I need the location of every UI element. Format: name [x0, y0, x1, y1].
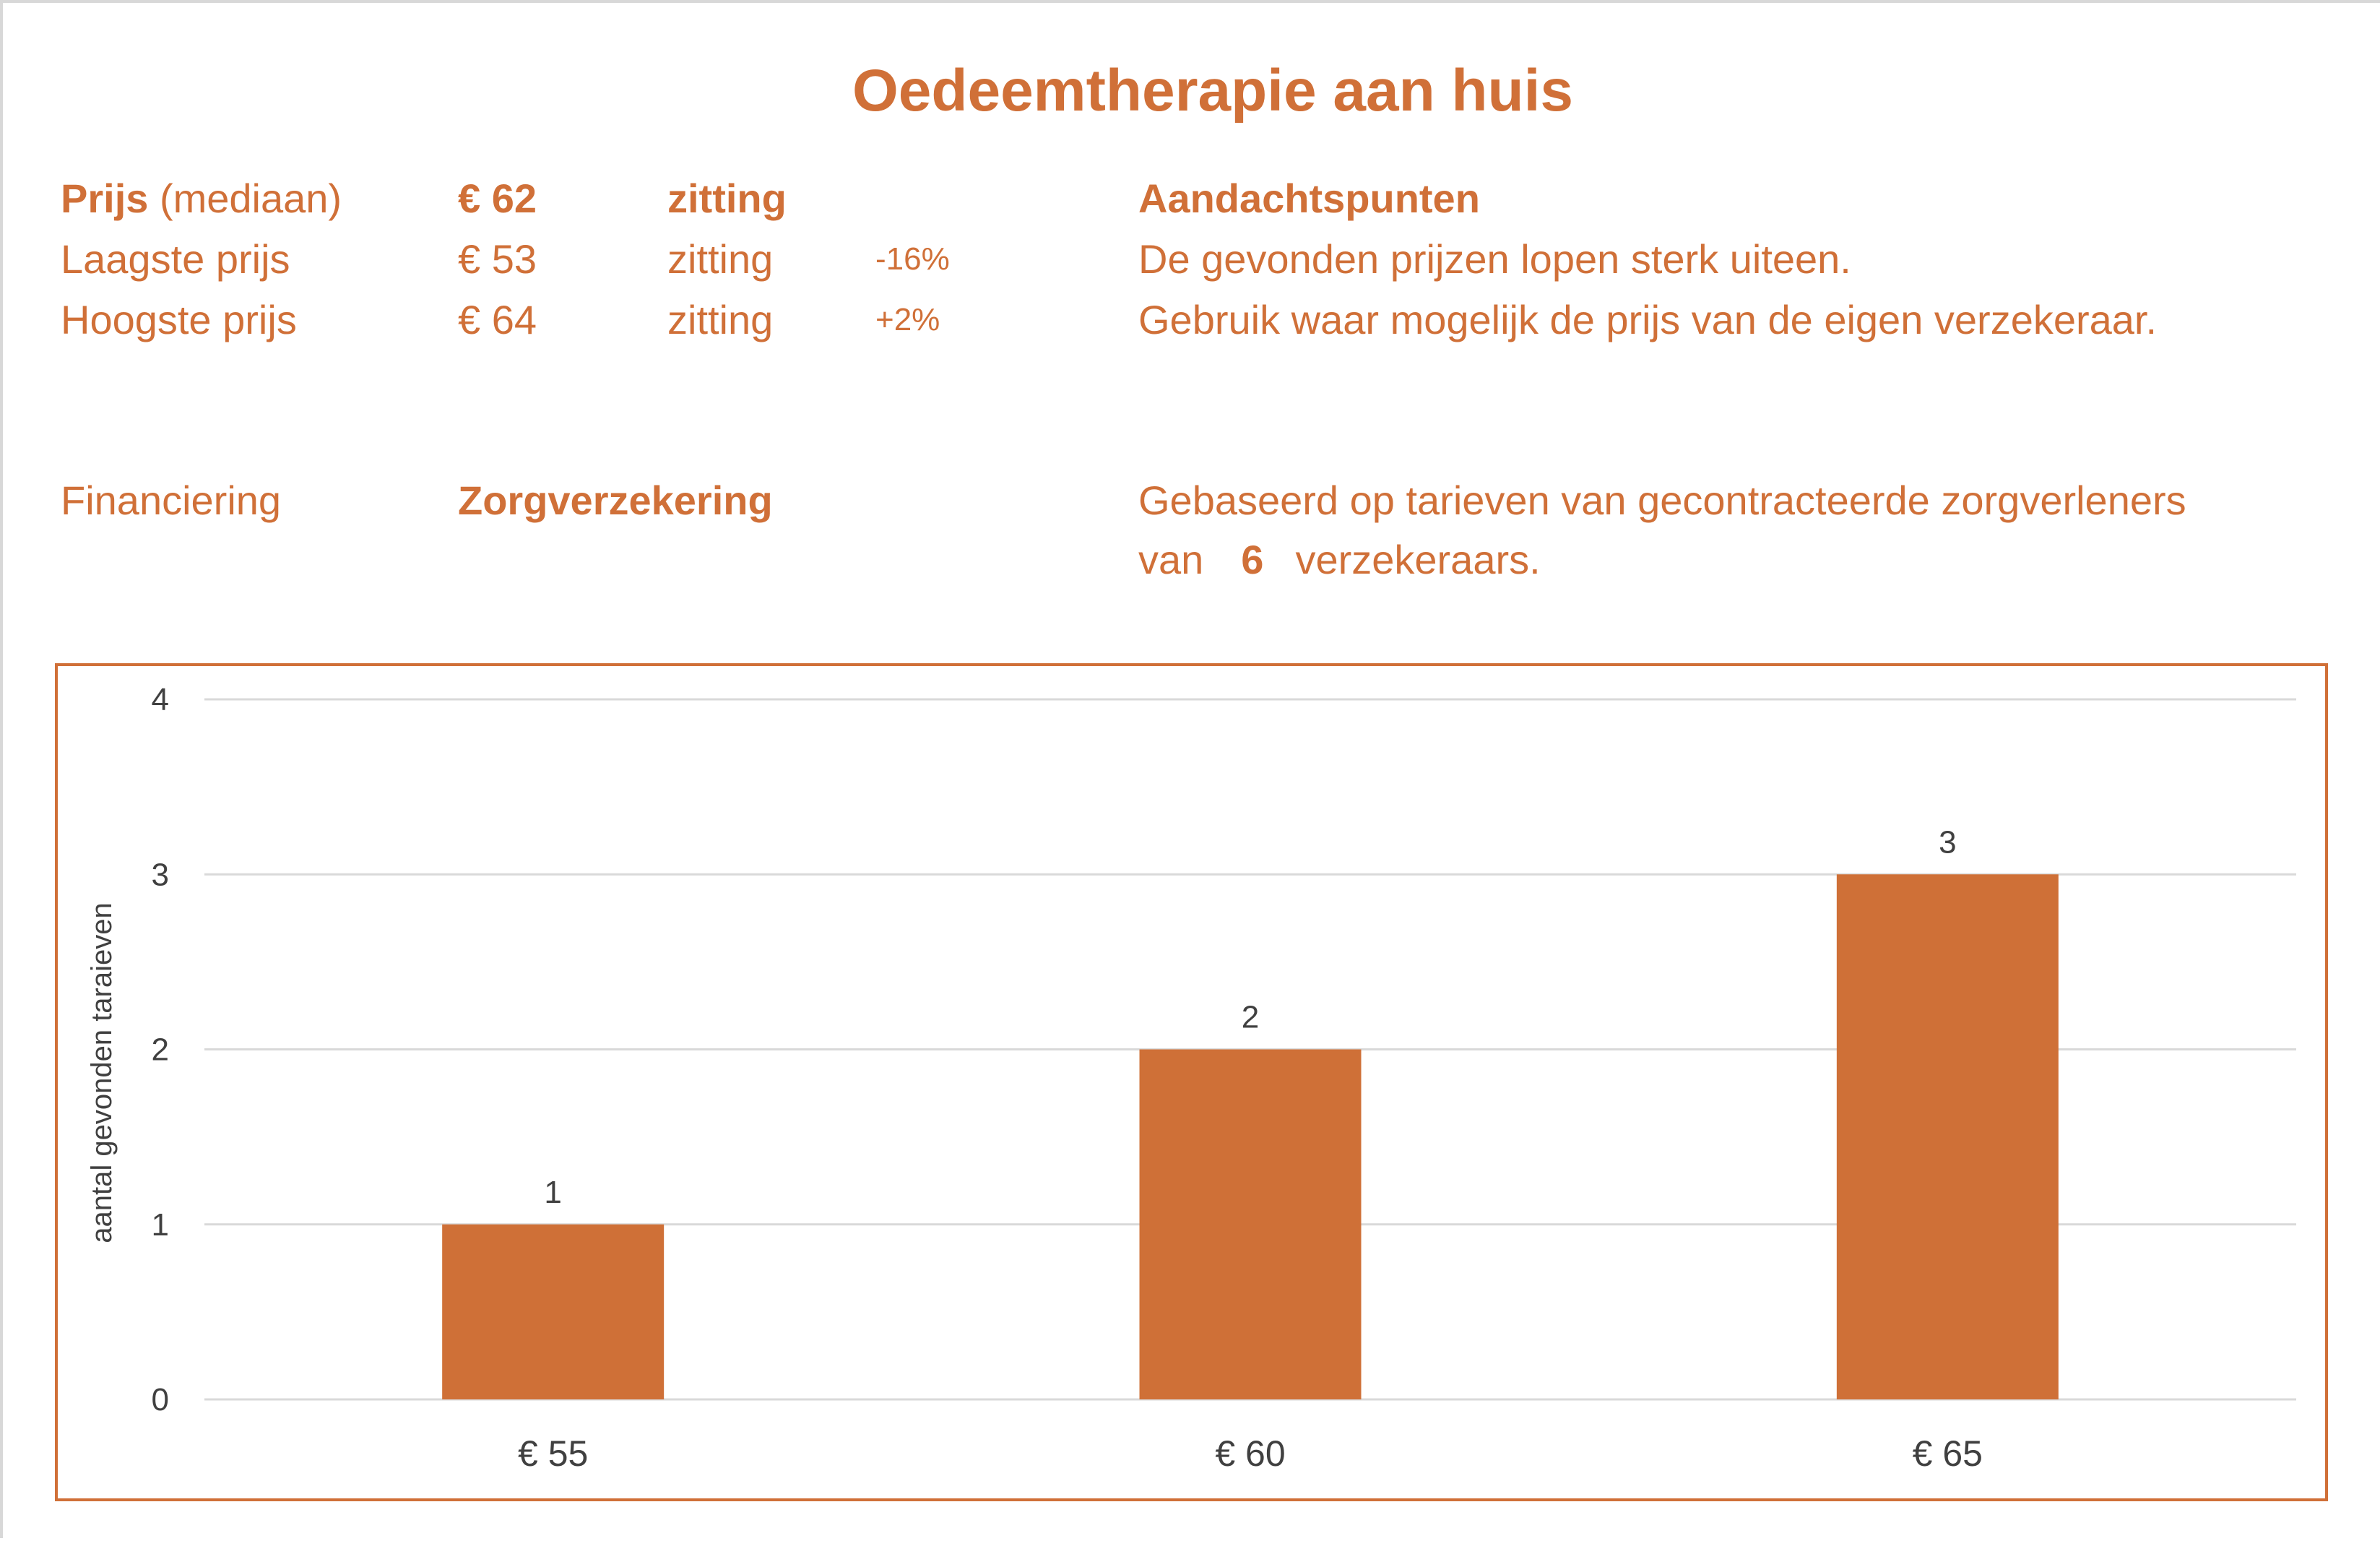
median-label-bold: Prijs [61, 176, 149, 221]
y-tick-label: 1 [152, 1207, 169, 1243]
data-label: 3 [1939, 824, 1956, 860]
basis-van: van [1138, 537, 1204, 582]
notes-heading: Aandachtspunten [1138, 176, 1480, 221]
data-label: 1 [544, 1175, 561, 1210]
notes-line-1: De gevonden prijzen lopen sterk uiteen. [1138, 236, 1851, 282]
insurer-count: 6 [1241, 537, 1264, 582]
data-label: 2 [1242, 1000, 1259, 1035]
financing-basis-2: van 6 verzekeraars. [1138, 540, 1541, 580]
notes-line-2: Gebruik waar mogelijk de prijs van de ei… [1138, 297, 2158, 342]
financing-value: Zorgverzekering [458, 478, 773, 523]
x-tick-label: € 60 [1215, 1433, 1285, 1474]
highest-label: Hoogste prijs [61, 297, 297, 342]
y-tick-label: 4 [152, 682, 169, 717]
y-axis-label: aantal gevonden taraieven [86, 902, 118, 1243]
median-label: Prijs (mediaan) [61, 178, 342, 219]
median-unit: zitting [667, 176, 787, 221]
bar-chart: 0 1 2 3 4 1 € 55 2 € 60 3 € 65 aantal gevonden ta… [55, 663, 2328, 1501]
bar [442, 1224, 665, 1399]
highest-value: € 64 [458, 297, 537, 342]
x-tick-label: € 55 [518, 1433, 588, 1474]
chart-frame [55, 663, 2328, 1501]
bar [1139, 1049, 1362, 1399]
y-tick-label: 3 [152, 857, 169, 892]
highest-unit: zitting [667, 297, 774, 342]
financing-label: Financiering [61, 478, 282, 523]
x-tick-label: € 65 [1913, 1433, 1983, 1474]
financing-basis: Gebaseerd op tarieven van gecontracteerd… [1138, 478, 2186, 523]
basis-end: verzekeraars. [1295, 537, 1541, 582]
y-tick-label: 0 [152, 1382, 169, 1417]
median-value: € 62 [458, 176, 537, 221]
highest-diff: +2% [875, 302, 940, 337]
lowest-value: € 53 [458, 236, 537, 282]
median-label-rest: (mediaan) [159, 176, 342, 221]
y-tick-label: 2 [152, 1032, 169, 1068]
lowest-diff: -16% [875, 241, 950, 277]
bar [1836, 874, 2059, 1399]
lowest-unit: zitting [667, 236, 774, 282]
page-title: Oedeemtherapie aan huis [852, 58, 1573, 124]
lowest-label: Laagste prijs [61, 236, 290, 282]
